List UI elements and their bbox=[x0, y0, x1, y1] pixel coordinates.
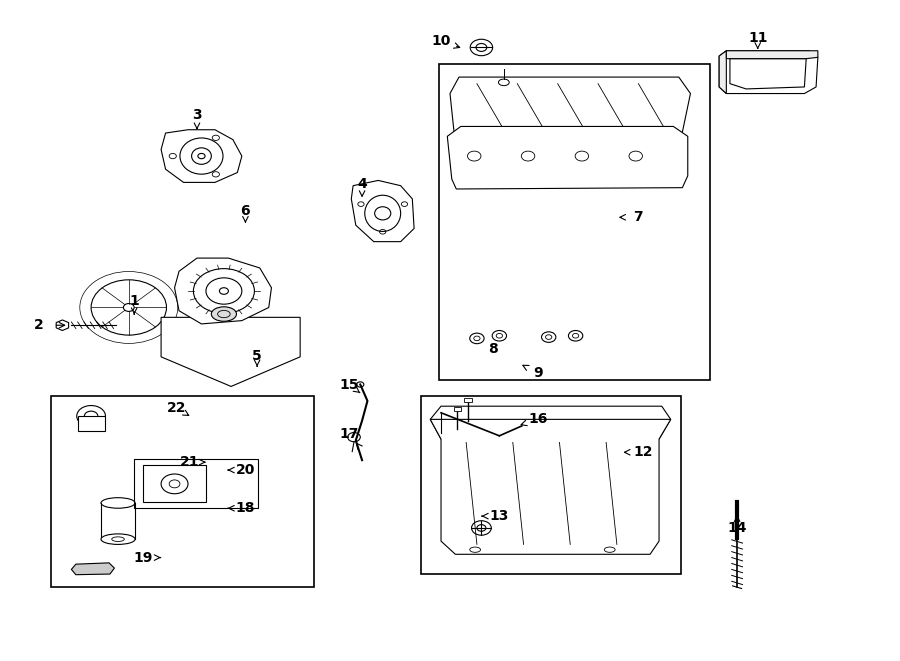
Bar bbox=[143, 465, 206, 502]
Polygon shape bbox=[719, 51, 726, 94]
Polygon shape bbox=[175, 258, 272, 324]
Polygon shape bbox=[430, 407, 670, 439]
Polygon shape bbox=[447, 126, 688, 189]
Text: 13: 13 bbox=[490, 509, 509, 523]
Polygon shape bbox=[161, 130, 242, 182]
Polygon shape bbox=[430, 419, 670, 555]
Bar bbox=[134, 459, 258, 508]
Text: 6: 6 bbox=[240, 204, 250, 217]
Text: 7: 7 bbox=[634, 210, 643, 224]
Bar bbox=[50, 397, 313, 587]
Text: 9: 9 bbox=[533, 366, 543, 380]
Text: 1: 1 bbox=[130, 294, 140, 308]
Polygon shape bbox=[730, 59, 806, 89]
Text: 2: 2 bbox=[34, 318, 44, 332]
Text: 5: 5 bbox=[252, 348, 262, 362]
Text: 10: 10 bbox=[431, 34, 451, 48]
Ellipse shape bbox=[198, 153, 205, 159]
Text: 22: 22 bbox=[166, 401, 186, 415]
Polygon shape bbox=[161, 317, 301, 387]
Text: 19: 19 bbox=[133, 551, 153, 564]
Text: 16: 16 bbox=[528, 412, 547, 426]
Text: 3: 3 bbox=[193, 108, 202, 122]
Text: 14: 14 bbox=[727, 521, 747, 535]
Text: 17: 17 bbox=[340, 428, 359, 442]
Bar bbox=[77, 416, 104, 430]
Polygon shape bbox=[71, 563, 114, 574]
Polygon shape bbox=[726, 51, 818, 59]
Text: 20: 20 bbox=[236, 463, 255, 477]
Text: 4: 4 bbox=[357, 177, 367, 192]
Ellipse shape bbox=[101, 498, 135, 508]
Ellipse shape bbox=[101, 534, 135, 545]
Polygon shape bbox=[719, 51, 818, 94]
Polygon shape bbox=[56, 320, 68, 330]
Bar bbox=[464, 399, 472, 403]
Text: 11: 11 bbox=[748, 30, 768, 44]
Polygon shape bbox=[450, 77, 690, 136]
Polygon shape bbox=[351, 180, 414, 242]
Ellipse shape bbox=[212, 307, 237, 321]
Text: 8: 8 bbox=[488, 342, 498, 356]
Text: 15: 15 bbox=[340, 378, 359, 392]
Bar bbox=[421, 397, 681, 574]
Text: 21: 21 bbox=[180, 455, 200, 469]
Text: 18: 18 bbox=[236, 501, 256, 515]
Bar bbox=[439, 64, 710, 380]
Bar bbox=[454, 407, 461, 410]
Text: 12: 12 bbox=[634, 446, 652, 459]
